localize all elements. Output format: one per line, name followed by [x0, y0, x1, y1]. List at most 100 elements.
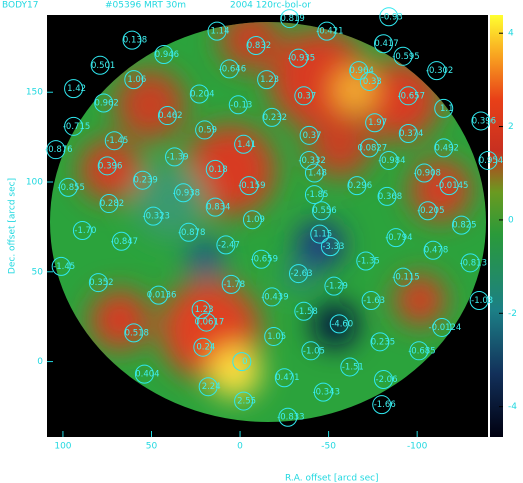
point-label: -0.659	[251, 255, 278, 265]
beam-circle	[427, 61, 447, 81]
beam-circle	[278, 407, 298, 427]
point-label: -0.935	[288, 54, 315, 64]
colorbar	[490, 15, 503, 437]
beam-circle	[198, 377, 218, 397]
point-label: -0.794	[385, 233, 412, 243]
beam-circle	[99, 194, 119, 214]
beam-circle	[262, 107, 282, 127]
beam-circle	[478, 150, 498, 170]
beam-circle	[460, 253, 480, 273]
point-label: 0.501	[91, 61, 115, 71]
point-label: -1.03	[471, 296, 493, 306]
point-label: 0.518	[125, 328, 149, 338]
point-label: 0.374	[399, 129, 423, 139]
point-label: -1.29	[326, 282, 348, 292]
point-label: 1.23	[195, 305, 214, 315]
beam-circle	[189, 84, 209, 104]
point-label: -0.813	[460, 258, 487, 268]
point-label: 0.492	[435, 143, 459, 153]
point-label: 0.59	[198, 125, 217, 135]
point-label: 0.352	[89, 278, 113, 288]
beam-circle	[191, 300, 211, 320]
point-label: 0.825	[452, 221, 476, 231]
point-label: -0.205	[417, 206, 444, 216]
point-label: -0.847	[111, 237, 138, 247]
point-label: 0.396	[98, 161, 122, 171]
point-label: -0.685	[408, 346, 435, 356]
point-label: 0.946	[155, 50, 179, 60]
beam-circle	[409, 341, 429, 361]
point-label: 1.1	[440, 104, 454, 114]
beam-circle	[239, 176, 259, 196]
point-label: 0.368	[378, 192, 402, 202]
x-axis-label: R.A. offset [arcd sec]	[285, 474, 379, 483]
beam-circle	[288, 264, 308, 284]
point-label: -0.115	[392, 273, 419, 283]
beam-circle	[304, 163, 324, 183]
point-label: -0.332	[298, 156, 325, 166]
beam-circle	[379, 7, 399, 27]
point-label: -1.85	[306, 190, 328, 200]
y-tick-label: 0	[37, 357, 43, 367]
point-label: -0.93	[381, 12, 403, 22]
point-label: 1.23	[260, 75, 279, 85]
point-label: 0.0136	[147, 291, 177, 301]
point-label: 0.24	[196, 343, 215, 353]
beam-circle	[414, 163, 434, 183]
point-label: 0.404	[135, 370, 159, 380]
beam-circle	[219, 59, 239, 79]
point-label: 0.37	[303, 131, 322, 141]
beam-circle	[377, 186, 397, 206]
point-label: 0.18	[209, 165, 228, 175]
beam-circle	[347, 176, 367, 196]
point-label: 0.417	[374, 39, 398, 49]
beam-circle	[234, 391, 254, 411]
point-label: -1.58	[296, 307, 318, 317]
point-label: 1.15	[313, 230, 332, 240]
point-label: -0.984	[378, 156, 405, 166]
point-label: 0.471	[275, 373, 299, 383]
beam-circle	[195, 120, 215, 140]
beam-circle	[432, 317, 452, 337]
point-label: 0.954	[479, 156, 503, 166]
point-label: -0.833	[277, 413, 304, 423]
point-label: 0.462	[158, 111, 182, 121]
beam-circle	[386, 228, 406, 248]
x-tick-label: 50	[146, 442, 158, 452]
beam-circle	[193, 337, 213, 357]
x-tick-label: 100	[54, 442, 71, 452]
beam-circle	[88, 273, 108, 293]
beam-circle	[434, 138, 454, 158]
point-label: -2.63	[290, 269, 312, 279]
point-label: 1.41	[237, 140, 256, 150]
beam-circle	[173, 183, 193, 203]
beam-circle	[329, 314, 349, 334]
beam-circle	[361, 291, 381, 311]
beam-circle	[299, 125, 319, 145]
beam-circle	[196, 312, 216, 332]
beam-circle	[157, 106, 177, 126]
x-tick-label: -50	[321, 442, 336, 452]
beam-circle	[451, 215, 471, 235]
point-label: -1.45	[53, 262, 75, 272]
point-label: 1.05	[267, 332, 286, 342]
point-label: -0.715	[63, 122, 90, 132]
point-label: -0.595	[392, 52, 419, 62]
point-label: -1.35	[358, 257, 380, 267]
point-label: -1.66	[374, 400, 396, 410]
beam-circle	[216, 235, 236, 255]
beam-circle	[280, 9, 300, 29]
beam-circle	[439, 176, 459, 196]
beam-circle	[469, 291, 489, 311]
colorbar-tick-label: 2	[508, 122, 514, 132]
point-label: -0.159	[238, 181, 265, 191]
point-label: -2.47	[218, 240, 240, 250]
point-label: -0.439	[261, 292, 288, 302]
beam-circle	[143, 206, 163, 226]
beam-circle	[134, 364, 154, 384]
point-label: -1.51	[342, 362, 364, 372]
beam-circle	[165, 147, 185, 167]
point-label: -0.0124	[429, 323, 462, 333]
colorbar-tick-label: -2	[508, 309, 517, 319]
